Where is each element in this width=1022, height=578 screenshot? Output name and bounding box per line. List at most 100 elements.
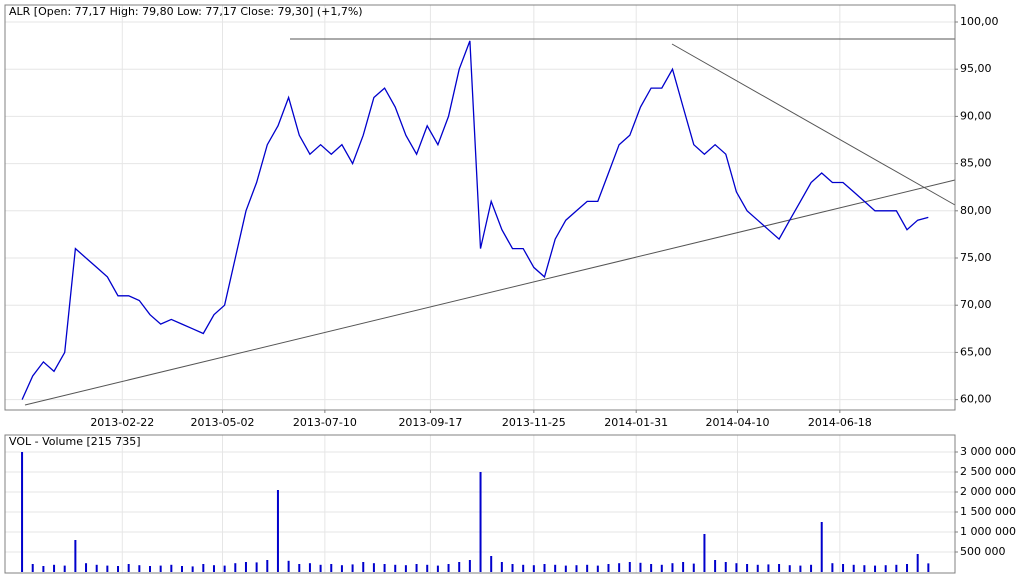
- volume-bar: [831, 563, 834, 572]
- volume-bar: [596, 565, 599, 572]
- y-tick-label: 1 500 000: [960, 505, 1016, 518]
- volume-bar: [426, 564, 429, 572]
- volume-bar: [788, 565, 791, 572]
- volume-bar: [372, 563, 375, 572]
- volume-bar: [180, 566, 183, 572]
- y-tick-label: 2 500 000: [960, 465, 1016, 478]
- volume-bar: [362, 562, 365, 572]
- volume-bar: [746, 564, 749, 572]
- y-tick-label: 95,00: [960, 62, 992, 75]
- volume-bar: [31, 564, 34, 572]
- volume-bar: [607, 564, 610, 572]
- volume-bar: [74, 540, 77, 572]
- volume-bar: [266, 560, 269, 572]
- volume-bar: [479, 472, 482, 572]
- volume-bar: [810, 564, 813, 572]
- volume-bar: [394, 564, 397, 572]
- volume-bar: [63, 565, 66, 572]
- volume-bar: [586, 564, 589, 572]
- volume-bar: [149, 566, 152, 572]
- volume-bar: [650, 564, 653, 572]
- volume-bar: [671, 563, 674, 572]
- volume-bar: [884, 565, 887, 572]
- volume-bar: [340, 565, 343, 572]
- volume-bar: [308, 563, 311, 572]
- volume-bar: [330, 564, 333, 572]
- y-tick-label: 75,00: [960, 251, 992, 264]
- volume-bar: [287, 560, 290, 572]
- volume-bar: [415, 564, 418, 572]
- volume-bar: [522, 564, 525, 572]
- volume-bar: [532, 565, 535, 572]
- volume-bar: [255, 562, 258, 572]
- volume-bar: [319, 564, 322, 572]
- volume-bar: [756, 564, 759, 572]
- volume-bar: [276, 490, 279, 572]
- volume-bar: [244, 562, 247, 572]
- volume-bar: [511, 564, 514, 572]
- volume-bar: [223, 565, 226, 572]
- y-tick-label: 85,00: [960, 157, 992, 170]
- volume-bar: [21, 452, 24, 572]
- volume-bar: [127, 564, 130, 572]
- volume-bar: [874, 565, 877, 572]
- up-trend-line: [24, 179, 956, 406]
- volume-bar: [468, 560, 471, 572]
- down-trend-line: [671, 43, 956, 206]
- volume-bar: [191, 566, 194, 572]
- y-tick-label: 80,00: [960, 204, 992, 217]
- volume-bar: [863, 565, 866, 572]
- volume-bar: [852, 564, 855, 572]
- volume-bar: [106, 565, 109, 572]
- x-tick-label: 2013-07-10: [293, 416, 357, 429]
- y-tick-label: 60,00: [960, 393, 992, 406]
- price-frame: [4, 4, 956, 411]
- price-line: [21, 40, 929, 400]
- volume-bar: [842, 564, 845, 572]
- volume-bar: [212, 565, 215, 572]
- volume-bar: [138, 565, 141, 572]
- volume-bar: [628, 562, 631, 572]
- volume-bar: [404, 565, 407, 572]
- volume-bar: [660, 564, 663, 572]
- volume-bar: [618, 563, 621, 572]
- volume-bar: [895, 564, 898, 572]
- volume-bar: [436, 565, 439, 572]
- volume-bar: [298, 564, 301, 572]
- volume-bar: [735, 563, 738, 572]
- x-tick-label: 2013-05-02: [191, 416, 255, 429]
- volume-bar: [383, 564, 386, 572]
- volume-bar: [159, 565, 162, 572]
- volume-bar: [554, 564, 557, 572]
- volume-bar: [724, 562, 727, 572]
- volume-bar: [42, 566, 45, 572]
- volume-bar: [682, 562, 685, 572]
- x-tick-label: 2013-09-17: [398, 416, 462, 429]
- volume-bar: [117, 566, 120, 572]
- x-tick-label: 2013-11-25: [502, 416, 566, 429]
- price-legend: ALR [Open: 77,17 High: 79,80 Low: 77,17 …: [9, 5, 363, 18]
- volume-bar: [447, 564, 450, 572]
- volume-bar: [458, 562, 461, 572]
- volume-bar: [53, 564, 56, 572]
- volume-legend: VOL - Volume [215 735]: [9, 435, 141, 448]
- volume-bar: [906, 564, 909, 572]
- volume-bar: [170, 564, 173, 572]
- volume-bar: [234, 563, 237, 572]
- y-tick-label: 2 000 000: [960, 485, 1016, 498]
- volume-bar: [820, 522, 823, 572]
- volume-bar: [95, 564, 98, 572]
- volume-bar: [916, 554, 919, 572]
- y-tick-label: 70,00: [960, 298, 992, 311]
- volume-bar: [85, 563, 88, 572]
- volume-bar: [639, 562, 642, 572]
- x-tick-label: 2014-06-18: [808, 416, 872, 429]
- x-tick-label: 2014-01-31: [604, 416, 668, 429]
- x-tick-label: 2013-02-22: [90, 416, 154, 429]
- volume-bar: [692, 563, 695, 572]
- y-tick-label: 1 000 000: [960, 525, 1016, 538]
- volume-bar: [575, 565, 578, 572]
- volume-bar: [500, 562, 503, 572]
- volume-bar: [799, 565, 802, 572]
